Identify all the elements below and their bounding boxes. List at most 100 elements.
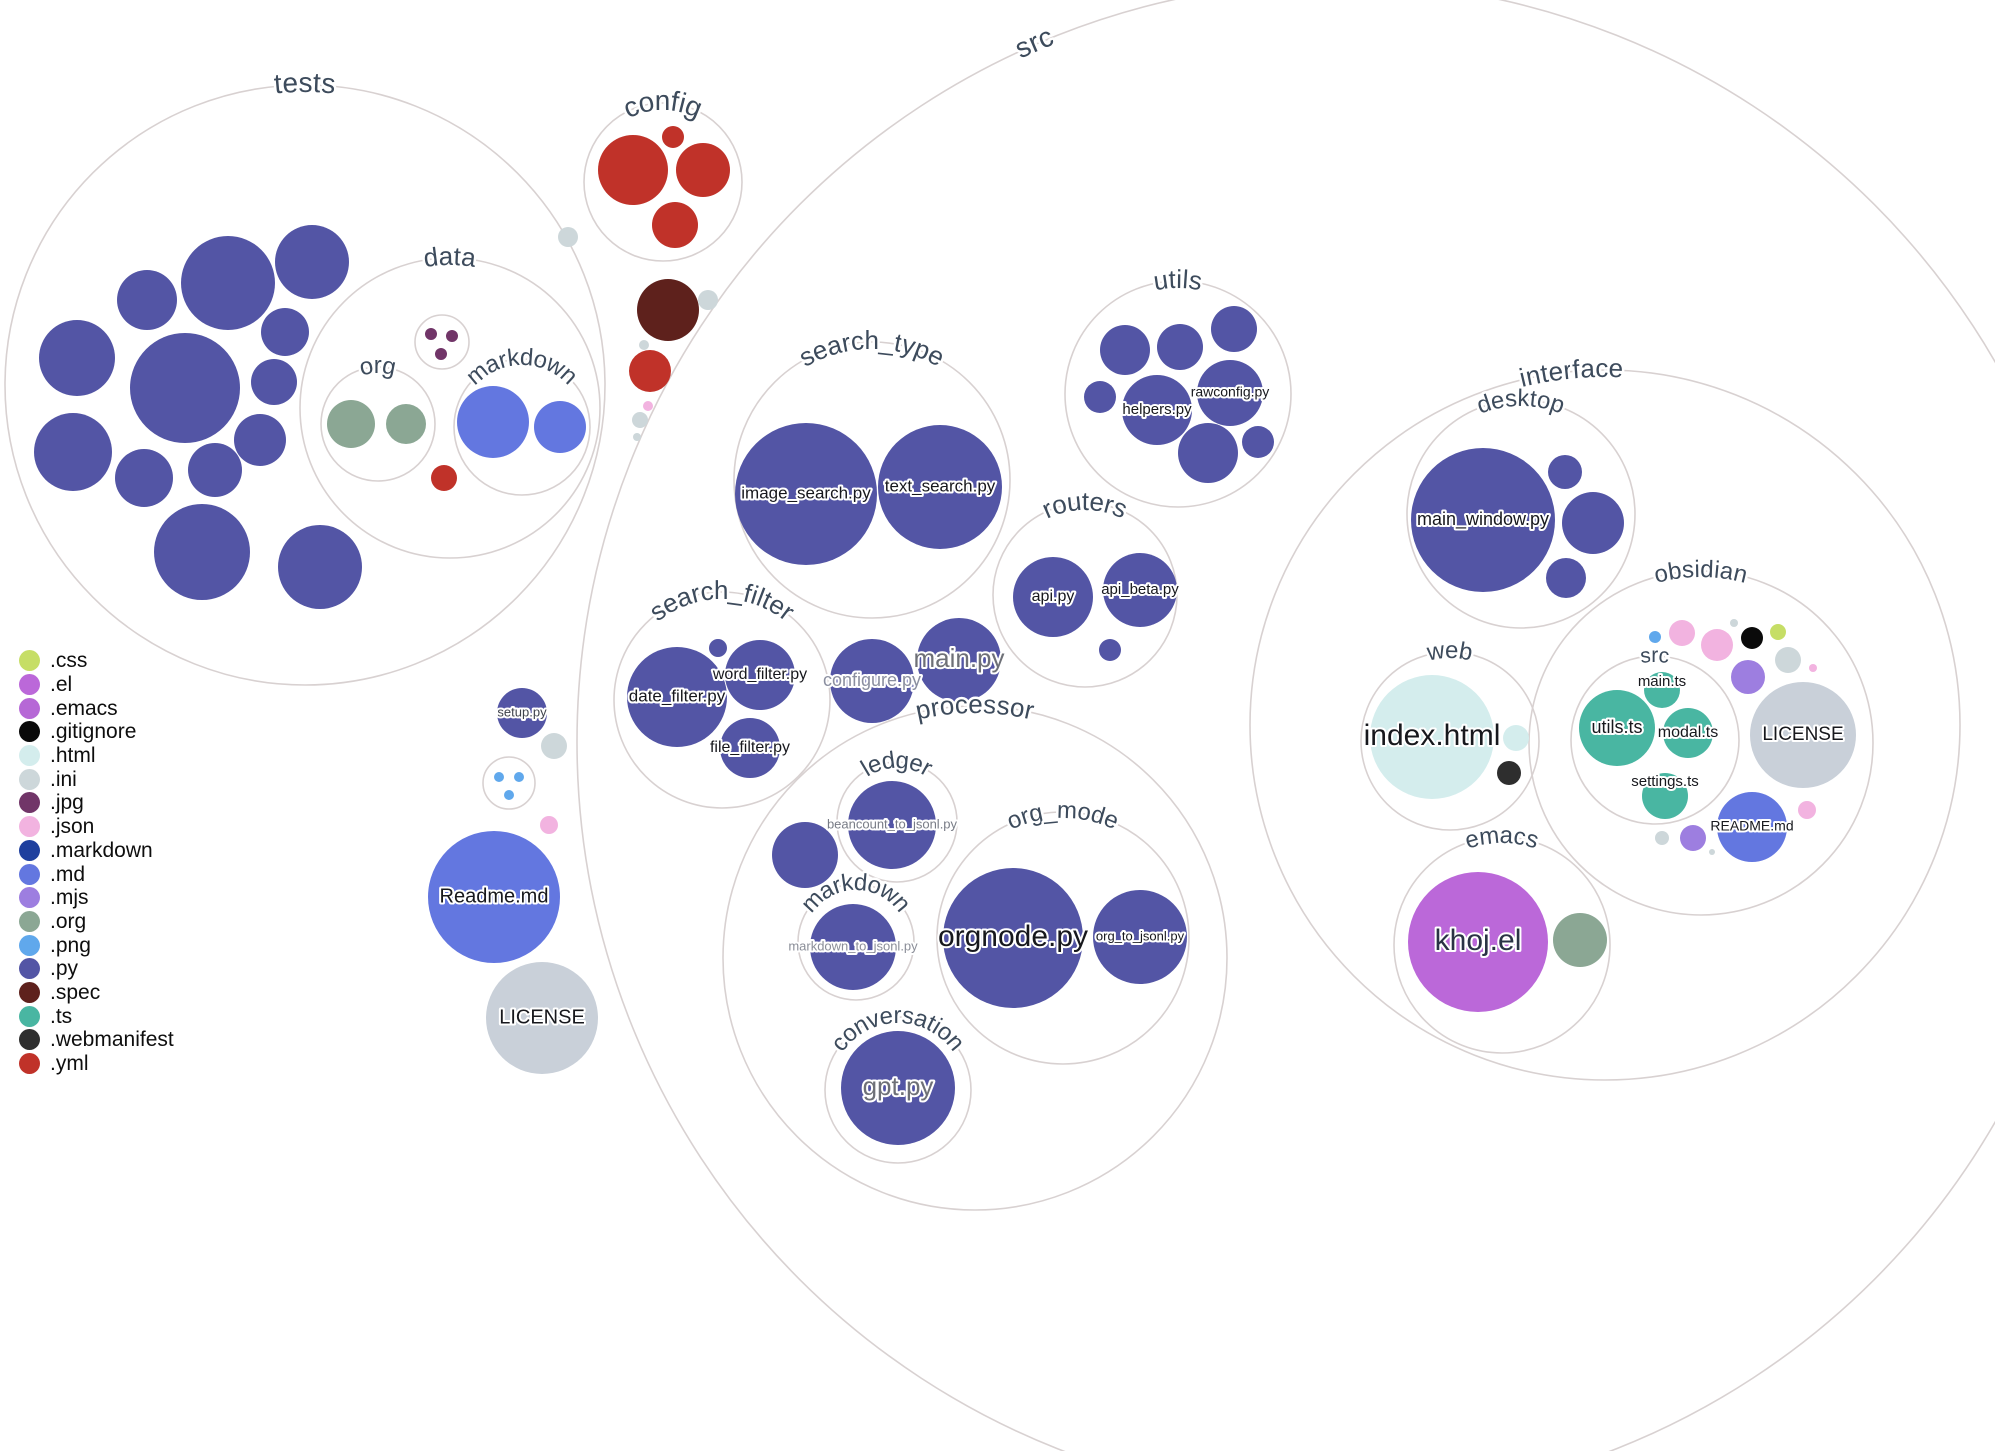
dir-label-tests: tests (273, 67, 337, 100)
dir-circle-src-processor-markdown (797, 883, 915, 1001)
file-circle-khoj.el (1408, 872, 1548, 1012)
legend-item-emacs: .emacs (19, 696, 174, 720)
dir-label-src-routers: routers (1037, 486, 1132, 525)
file-circle-helpers.py (1122, 375, 1192, 445)
file-label-settings.ts: settings.ts (1631, 773, 1699, 790)
dir-circle-tests-data-markdown (453, 358, 591, 496)
legend-color-dot-json (19, 816, 40, 838)
legend-item-ini: .ini (19, 767, 174, 791)
file-circle-py-48 (709, 639, 727, 657)
file-circle-py-53 (1157, 324, 1203, 370)
file-circle-date_filter.py (627, 647, 727, 747)
dir-circle-src-search-filter (613, 591, 831, 809)
file-circle-text_search.py (878, 425, 1002, 549)
file-circle-jpg-15 (425, 328, 437, 340)
dir-circle-src-search-type (733, 341, 1011, 619)
file-circle-ini-25 (558, 227, 578, 247)
file-circle-gitignore-79 (1741, 627, 1763, 649)
dir-label-src: src (1010, 21, 1058, 65)
file-circle-json-30 (643, 401, 653, 411)
file-circle-ini-89 (1709, 849, 1715, 855)
legend-item-webmanifest: .webmanifest (19, 1028, 174, 1052)
file-circle-markdown_to_jsonl.py (810, 904, 896, 990)
file-circle-png-75 (1649, 631, 1661, 643)
legend-extension-label: .yml (50, 1052, 89, 1076)
file-label-word_filter.py: word_filter.py (712, 666, 807, 683)
dir-circle-config (583, 102, 743, 262)
file-circle-py-7 (234, 414, 286, 466)
legend-extension-label: .markdown (50, 838, 153, 862)
file-circle-gpt.py (841, 1031, 955, 1145)
legend-item-html: .html (19, 744, 174, 768)
file-circle-yml-24 (652, 202, 698, 248)
file-circle-yml-22 (662, 126, 684, 148)
dir-label-src-utils: utils (1151, 264, 1205, 296)
file-circle-py-6 (251, 359, 297, 405)
file-circle-py-67 (1548, 455, 1582, 489)
dir-label-src-interface-web: web (1424, 637, 1475, 667)
file-circle-json-38 (540, 816, 558, 834)
file-label-image_search.py: image_search.py (741, 483, 871, 502)
file-circle-png-37 (504, 790, 514, 800)
file-circle-utils.ts (1579, 690, 1655, 766)
file-circle-jpg-16 (446, 330, 458, 342)
legend-extension-label: .org (50, 909, 87, 933)
file-label-configure.py: configure.py (823, 670, 921, 690)
dir-circle-tests-data-jpg-folder (414, 314, 470, 370)
file-circle-spec-26 (637, 279, 699, 341)
file-circle-org_to_jsonl.py (1093, 890, 1187, 984)
file-circle-json-86 (1798, 801, 1816, 819)
legend-extension-label: .ini (50, 767, 77, 791)
file-circle-py-8 (34, 413, 112, 491)
file-circle-webmanifest-72 (1497, 761, 1521, 785)
file-label-markdown_to_jsonl.py: markdown_to_jsonl.py (788, 938, 918, 953)
legend-extension-label: .emacs (50, 696, 118, 720)
file-circle-py-0 (117, 270, 177, 330)
file-circle-ini-31 (632, 412, 648, 428)
file-label-main.py: main.py (913, 643, 1004, 673)
file-circle-Readme.md (428, 831, 560, 963)
file-circle-yml-20 (431, 465, 457, 491)
file-circle-rawconfig.py (1197, 360, 1263, 426)
file-label-utils.ts: utils.ts (1591, 717, 1642, 737)
file-circle-LICENSE (486, 962, 598, 1074)
file-circle-ini-32 (633, 433, 641, 441)
legend-extension-label: .py (50, 957, 79, 981)
file-circle-ini-34 (541, 733, 567, 759)
legend-item-json: .json (19, 815, 174, 839)
file-circle-README.md (1717, 792, 1787, 862)
file-label-main_window.py: main_window.py (1417, 509, 1549, 530)
dir-label-src-processor-ledger: ledger (857, 747, 938, 782)
dir-circle-png-folder (482, 756, 536, 810)
file-label-date_filter.py: date_filter.py (629, 686, 726, 705)
legend-item-org: .org (19, 910, 174, 934)
file-circle-org-13 (327, 400, 375, 448)
dir-circle-src-processor (722, 705, 1228, 1211)
legend-color-dot-webmanifest (19, 1029, 40, 1051)
legend-color-dot-markdown (19, 839, 40, 861)
legend-extension-label: .gitignore (50, 720, 137, 744)
file-circle-setup.py (497, 688, 547, 738)
file-label-main.ts: main.ts (1638, 673, 1686, 690)
file-label-beancount_to_jsonl.py: beancount_to_jsonl.py (827, 816, 958, 831)
file-circle-file_filter.py (720, 718, 780, 778)
file-label-file_filter.py: file_filter.py (710, 739, 790, 756)
file-label-Readme.md: Readme.md (440, 885, 549, 907)
dir-label-tests-data-markdown: markdown (461, 344, 583, 391)
legend-extension-label: .json (50, 815, 95, 839)
legend-color-dot-gitignore (19, 721, 40, 743)
dir-circle-src-processor-conversation (824, 1016, 972, 1164)
file-circle-image_search.py (735, 423, 877, 565)
file-circle-yml-29 (629, 350, 671, 392)
file-circle-org-14 (386, 404, 426, 444)
file-circle-png-35 (494, 772, 504, 782)
file-circle-settings.ts (1642, 773, 1688, 819)
file-circle-py-12 (278, 525, 362, 609)
file-circle-json-82 (1809, 664, 1817, 672)
dir-circle-src-interface-obsidian (1528, 570, 1874, 916)
file-circle-ini-78 (1730, 619, 1738, 627)
file-circle-py-58 (1178, 423, 1238, 483)
file-circle-py-68 (1562, 492, 1624, 554)
dir-circle-src-utils (1064, 280, 1292, 508)
legend-color-dot-py (19, 958, 40, 980)
